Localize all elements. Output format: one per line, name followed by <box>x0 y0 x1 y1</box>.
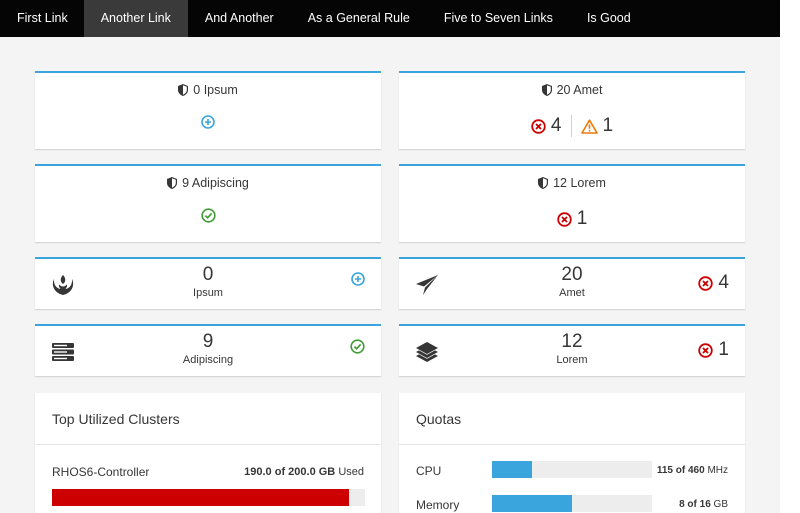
ok-circle-icon[interactable] <box>200 208 216 223</box>
server-icon <box>52 343 74 361</box>
mini-card-amet: 20 Amet 4 <box>399 257 745 309</box>
quota-bar-memory[interactable] <box>492 495 652 512</box>
ok-circle-icon <box>350 339 365 354</box>
right-gutter <box>780 0 800 513</box>
shield-icon <box>541 84 552 96</box>
error-circle-icon <box>698 342 714 358</box>
status-divider <box>570 115 572 137</box>
error-count: 1 <box>576 208 588 229</box>
error-count: 4 <box>550 115 562 136</box>
cluster-name: RHOS6-Controller <box>52 465 150 479</box>
mini-card-label: Adipiscing <box>182 354 234 366</box>
mini-card-summary[interactable]: 9 Adipiscing <box>35 331 381 366</box>
quota-label-memory: Memory <box>416 498 460 512</box>
panel-title: Quotas <box>416 411 462 427</box>
shield-icon <box>178 84 189 96</box>
add-circle-icon <box>351 272 365 286</box>
error-count: 4 <box>718 272 729 293</box>
cluster-usage: 190.0 of 200.0 GB Used <box>244 466 364 478</box>
error-count: 1 <box>718 339 729 360</box>
error-circle-icon <box>531 118 546 134</box>
mini-card-lorem: 12 Lorem 1 <box>399 324 745 376</box>
quota-amount-memory: 8 of 16 GB <box>679 499 728 510</box>
error-status[interactable]: 1 <box>557 208 588 230</box>
mini-card-status[interactable] <box>350 339 365 354</box>
nav-link-another[interactable]: Another Link <box>83 0 188 37</box>
quota-fill-cpu <box>492 461 532 478</box>
rebel-alliance-icon <box>52 275 74 295</box>
quota-label-cpu: CPU <box>416 464 442 478</box>
aggregate-card-title[interactable]: 0 Ipsum <box>35 83 381 97</box>
panel-divider <box>35 444 381 445</box>
mini-card-count: 0 <box>202 264 214 285</box>
nav-link-five-to-seven[interactable]: Five to Seven Links <box>443 11 553 25</box>
cluster-usage-fill <box>52 489 350 506</box>
aggregate-card-status <box>35 115 381 129</box>
mini-card-label: Lorem <box>556 354 588 366</box>
mini-card-label: Ipsum <box>193 287 223 299</box>
warning-status[interactable]: 1 <box>580 115 614 137</box>
layers-icon <box>416 342 438 362</box>
shield-icon <box>167 177 178 189</box>
aggregate-card-title[interactable]: 9 Adipiscing <box>35 176 381 190</box>
mini-card-count: 20 <box>561 264 583 285</box>
mini-card-count: 12 <box>561 331 583 352</box>
mini-card-adipiscing: 9 Adipiscing <box>35 324 381 376</box>
panel-title: Top Utilized Clusters <box>52 411 180 427</box>
aggregate-card-title[interactable]: 20 Amet <box>399 83 745 97</box>
mini-card-status[interactable]: 4 <box>698 272 729 294</box>
aggregate-card-ipsum: 0 Ipsum <box>35 71 381 149</box>
aggregate-card-lorem: 12 Lorem 1 <box>399 164 745 242</box>
quotas-panel: Quotas CPU 115 of 460 MHz Memory 8 of 16… <box>399 393 745 513</box>
add-circle-icon[interactable] <box>201 115 215 129</box>
mini-card-count: 9 <box>202 331 214 352</box>
error-status[interactable]: 4 <box>531 115 562 137</box>
error-circle-icon <box>698 275 714 291</box>
shield-icon <box>538 177 549 189</box>
mini-card-ipsum: 0 Ipsum <box>35 257 381 309</box>
aggregate-card-status: 1 <box>399 208 745 230</box>
mini-card-summary[interactable]: 12 Lorem <box>399 331 745 366</box>
warning-triangle-icon <box>580 118 598 134</box>
top-clusters-panel: Top Utilized Clusters RHOS6-Controller 1… <box>35 393 381 513</box>
nav-link-is-good[interactable]: Is Good <box>586 11 631 25</box>
nav-link-and-another[interactable]: And Another <box>204 11 274 25</box>
aggregate-card-amet: 20 Amet 4 1 <box>399 71 745 149</box>
aggregate-card-title[interactable]: 12 Lorem <box>399 176 745 190</box>
aggregate-card-adipiscing: 9 Adipiscing <box>35 164 381 242</box>
quota-bar-cpu[interactable] <box>492 461 652 478</box>
mini-card-label: Amet <box>559 287 585 299</box>
cluster-usage-bar[interactable] <box>52 489 365 506</box>
aggregate-card-status: 4 1 <box>399 115 745 137</box>
quota-fill-memory <box>492 495 572 512</box>
paper-plane-icon <box>416 275 438 295</box>
warning-count: 1 <box>602 115 614 136</box>
top-navbar: First Link Another Link And Another As a… <box>0 0 780 37</box>
mini-card-summary[interactable]: 20 Amet <box>399 264 745 299</box>
mini-card-status[interactable] <box>351 272 365 286</box>
panel-divider <box>399 444 745 445</box>
mini-card-status[interactable]: 1 <box>698 339 729 361</box>
aggregate-card-status <box>35 208 381 223</box>
quota-amount-cpu: 115 of 460 MHz <box>656 465 728 476</box>
nav-link-first[interactable]: First Link <box>17 11 68 25</box>
error-circle-icon <box>557 211 572 227</box>
nav-link-general-rule[interactable]: As a General Rule <box>307 11 410 25</box>
mini-card-summary[interactable]: 0 Ipsum <box>35 264 381 299</box>
